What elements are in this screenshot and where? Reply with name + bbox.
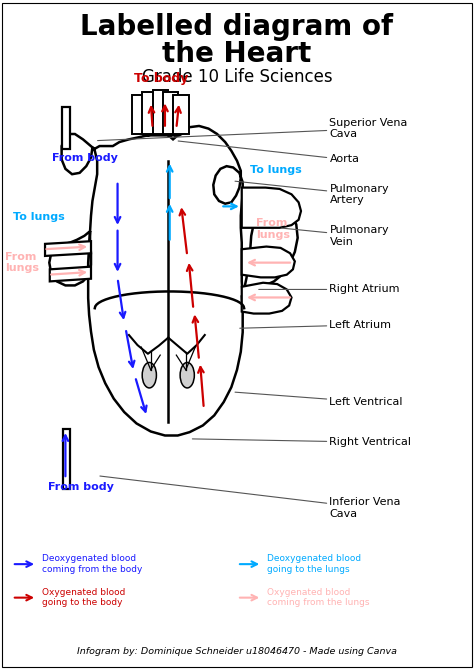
Polygon shape (242, 188, 301, 228)
Text: Deoxygenated blood
going to the lungs: Deoxygenated blood going to the lungs (267, 555, 361, 574)
Ellipse shape (180, 362, 194, 388)
Polygon shape (242, 283, 292, 314)
Text: From
lungs: From lungs (5, 252, 39, 273)
Polygon shape (132, 95, 147, 134)
Text: Infogram by: Dominique Schneider u18046470 - Made using Canva: Infogram by: Dominique Schneider u180464… (77, 647, 397, 656)
Polygon shape (142, 92, 157, 134)
Text: Grade 10 Life Sciences: Grade 10 Life Sciences (142, 68, 332, 86)
Polygon shape (49, 95, 298, 436)
Text: Pulmonary
Artery: Pulmonary Artery (235, 181, 389, 205)
Polygon shape (153, 90, 168, 134)
Text: Deoxygenated blood
coming from the body: Deoxygenated blood coming from the body (42, 555, 142, 574)
Text: Right Atrium: Right Atrium (259, 285, 400, 294)
Text: To lungs: To lungs (13, 212, 65, 222)
Ellipse shape (142, 362, 156, 388)
Text: From body: From body (48, 482, 114, 492)
Text: Pulmonary
Vein: Pulmonary Vein (282, 225, 389, 247)
Text: From
lungs: From lungs (256, 218, 290, 240)
Polygon shape (62, 107, 70, 149)
Text: From body: From body (52, 153, 118, 163)
Polygon shape (50, 267, 91, 281)
Text: Right Ventrical: Right Ventrical (192, 438, 411, 447)
Text: Aorta: Aorta (178, 141, 359, 164)
Text: Left Atrium: Left Atrium (240, 320, 392, 330)
Text: Oxygenated blood
going to the body: Oxygenated blood going to the body (42, 588, 125, 607)
Text: Superior Vena
Cava: Superior Vena Cava (98, 118, 408, 141)
Text: To lungs: To lungs (250, 165, 302, 175)
Text: the Heart: the Heart (163, 40, 311, 68)
Text: Left Ventrical: Left Ventrical (235, 392, 403, 407)
Polygon shape (45, 241, 91, 256)
Text: To body: To body (134, 72, 188, 84)
Text: Oxygenated blood
coming from the lungs: Oxygenated blood coming from the lungs (267, 588, 369, 607)
Text: Inferior Vena
Cava: Inferior Vena Cava (100, 476, 401, 519)
Polygon shape (173, 95, 189, 134)
Polygon shape (163, 92, 178, 134)
Polygon shape (242, 247, 295, 277)
Polygon shape (63, 429, 70, 489)
Text: Labelled diagram of: Labelled diagram of (81, 13, 393, 41)
